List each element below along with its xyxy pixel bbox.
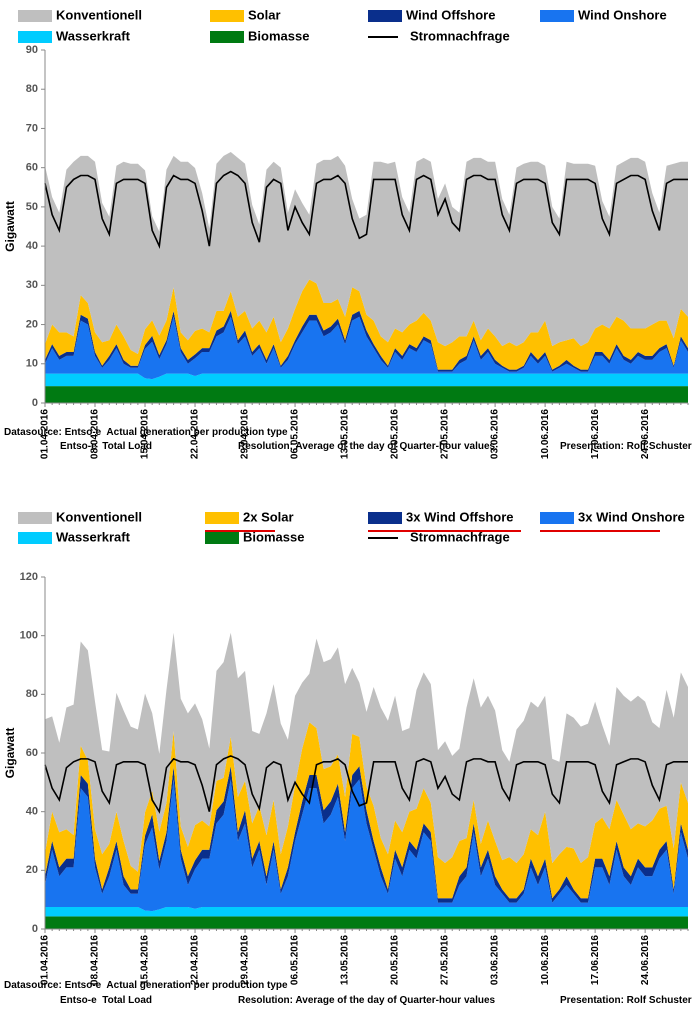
stacked-area (45, 386, 688, 403)
source-note: Datasource: Entso-e Actual generation pe… (4, 427, 288, 438)
legend-swatch (368, 10, 402, 22)
legend-swatch (210, 10, 244, 22)
x-tick-label: 08.04.2016 (90, 409, 101, 459)
y-tick-label: 50 (26, 201, 38, 213)
x-tick-label: 03.06.2016 (490, 935, 501, 985)
x-tick-label: 10.06.2016 (540, 935, 551, 985)
legend-label: Konventionell (56, 7, 142, 22)
legend-label: 3x Wind Onshore (578, 509, 685, 524)
author-note: Presentation: Rolf Schuster (560, 441, 692, 452)
legend-label: 2x Solar (243, 509, 294, 524)
legend-label: 3x Wind Offshore (406, 509, 514, 524)
y-tick-label: 20 (26, 864, 38, 876)
legend-label: Wasserkraft (56, 529, 131, 544)
y-tick-label: 0 (32, 397, 38, 409)
stacked-area (45, 373, 688, 387)
legend-swatch (540, 512, 574, 524)
y-tick-label: 70 (26, 122, 38, 134)
y-tick-label: 40 (26, 240, 38, 252)
load-source-note: Entso-e Total Load (60, 441, 152, 452)
resolution-note: Resolution: Average of the day of Quarte… (238, 995, 496, 1006)
legend-swatch (205, 532, 239, 544)
stacked-area (45, 722, 688, 899)
y-tick-label: 60 (26, 162, 38, 174)
x-tick-label: 22.04.2016 (190, 409, 201, 459)
legend-swatch (18, 10, 52, 22)
x-tick-label: 17.06.2016 (590, 409, 601, 459)
y-tick-label: 20 (26, 318, 38, 330)
x-tick-label: 13.05.2016 (340, 935, 351, 985)
x-tick-label: 20.05.2016 (390, 409, 401, 459)
x-tick-label: 03.06.2016 (490, 409, 501, 459)
legend-swatch (210, 31, 244, 43)
legend-swatch (368, 512, 402, 524)
y-tick-label: 100 (20, 630, 38, 642)
legend-swatch (540, 10, 574, 22)
legend-swatch (205, 512, 239, 524)
author-note: Presentation: Rolf Schuster (560, 995, 692, 1006)
x-tick-label: 22.04.2016 (190, 935, 201, 985)
demand-line (44, 755, 688, 814)
x-tick-label: 27.05.2016 (440, 935, 451, 985)
stacked-area (45, 316, 688, 380)
x-tick-label: 29.04.2016 (240, 409, 251, 459)
x-tick-label: 13.05.2016 (340, 409, 351, 459)
legend-label: Solar (248, 7, 281, 22)
stacked-area (45, 916, 688, 929)
y-tick-label: 0 (32, 923, 38, 935)
y-tick-label: 90 (26, 44, 38, 56)
y-axis-title: Gigawatt (3, 728, 17, 779)
y-tick-label: 30 (26, 279, 38, 291)
legend-swatch (18, 512, 52, 524)
x-tick-label: 24.06.2016 (640, 935, 651, 985)
x-tick-label: 06.05.2016 (290, 409, 301, 459)
x-tick-label: 27.05.2016 (440, 409, 451, 459)
x-tick-label: 06.05.2016 (290, 935, 301, 985)
stacked-area (45, 151, 688, 354)
y-tick-label: 80 (26, 83, 38, 95)
stacked-area (45, 907, 688, 917)
x-tick-label: 01.04.2016 (40, 409, 51, 459)
legend-label: Stromnachfrage (410, 28, 510, 43)
source-note: Datasource: Entso-e Actual generation pe… (4, 980, 288, 991)
legend-label: Biomasse (248, 28, 309, 43)
x-tick-label: 24.06.2016 (640, 409, 651, 459)
x-tick-label: 08.04.2016 (90, 935, 101, 985)
legend-label: Stromnachfrage (410, 529, 510, 544)
legend-swatch (18, 31, 52, 43)
x-tick-label: 15.04.2016 (140, 409, 151, 459)
resolution-note: Resolution: Average of the day of Quarte… (238, 441, 496, 452)
legend-label: Wind Offshore (406, 7, 495, 22)
y-tick-label: 80 (26, 688, 38, 700)
x-tick-label: 20.05.2016 (390, 935, 401, 985)
stacked-area (45, 279, 688, 370)
x-tick-label: 17.06.2016 (590, 935, 601, 985)
load-source-note: Entso-e Total Load (60, 995, 152, 1006)
legend-swatch (18, 532, 52, 544)
legend-label: Konventionell (56, 509, 142, 524)
x-tick-label: 15.04.2016 (140, 935, 151, 985)
x-tick-label: 10.06.2016 (540, 409, 551, 459)
y-tick-label: 120 (20, 571, 38, 583)
y-tick-label: 40 (26, 806, 38, 818)
demand-line (44, 170, 688, 250)
legend-label: Biomasse (243, 529, 304, 544)
legend-label: Wasserkraft (56, 28, 131, 43)
y-axis-title: Gigawatt (3, 201, 17, 252)
stacked-area (45, 779, 688, 912)
x-tick-label: 01.04.2016 (40, 935, 51, 985)
legend-label: Wind Onshore (578, 7, 667, 22)
x-tick-label: 29.04.2016 (240, 935, 251, 985)
y-tick-label: 60 (26, 747, 38, 759)
stacked-area (45, 632, 688, 872)
y-tick-label: 10 (26, 358, 38, 370)
